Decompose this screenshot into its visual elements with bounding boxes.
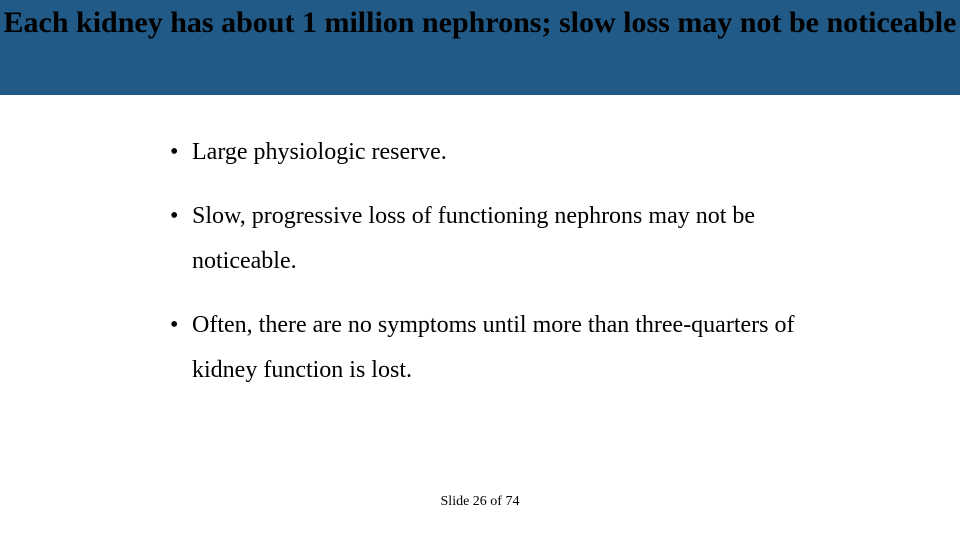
slide: Each kidney has about 1 million nephrons… xyxy=(0,0,960,540)
bullet-item: Often, there are no symptoms until more … xyxy=(170,303,810,394)
bullet-item: Slow, progressive loss of functioning ne… xyxy=(170,194,810,285)
slide-footer: Slide 26 of 74 xyxy=(0,494,960,510)
slide-title: Each kidney has about 1 million nephrons… xyxy=(0,4,960,42)
slide-body: Large physiologic reserve. Slow, progres… xyxy=(170,130,810,412)
bullet-item: Large physiologic reserve. xyxy=(170,130,810,176)
